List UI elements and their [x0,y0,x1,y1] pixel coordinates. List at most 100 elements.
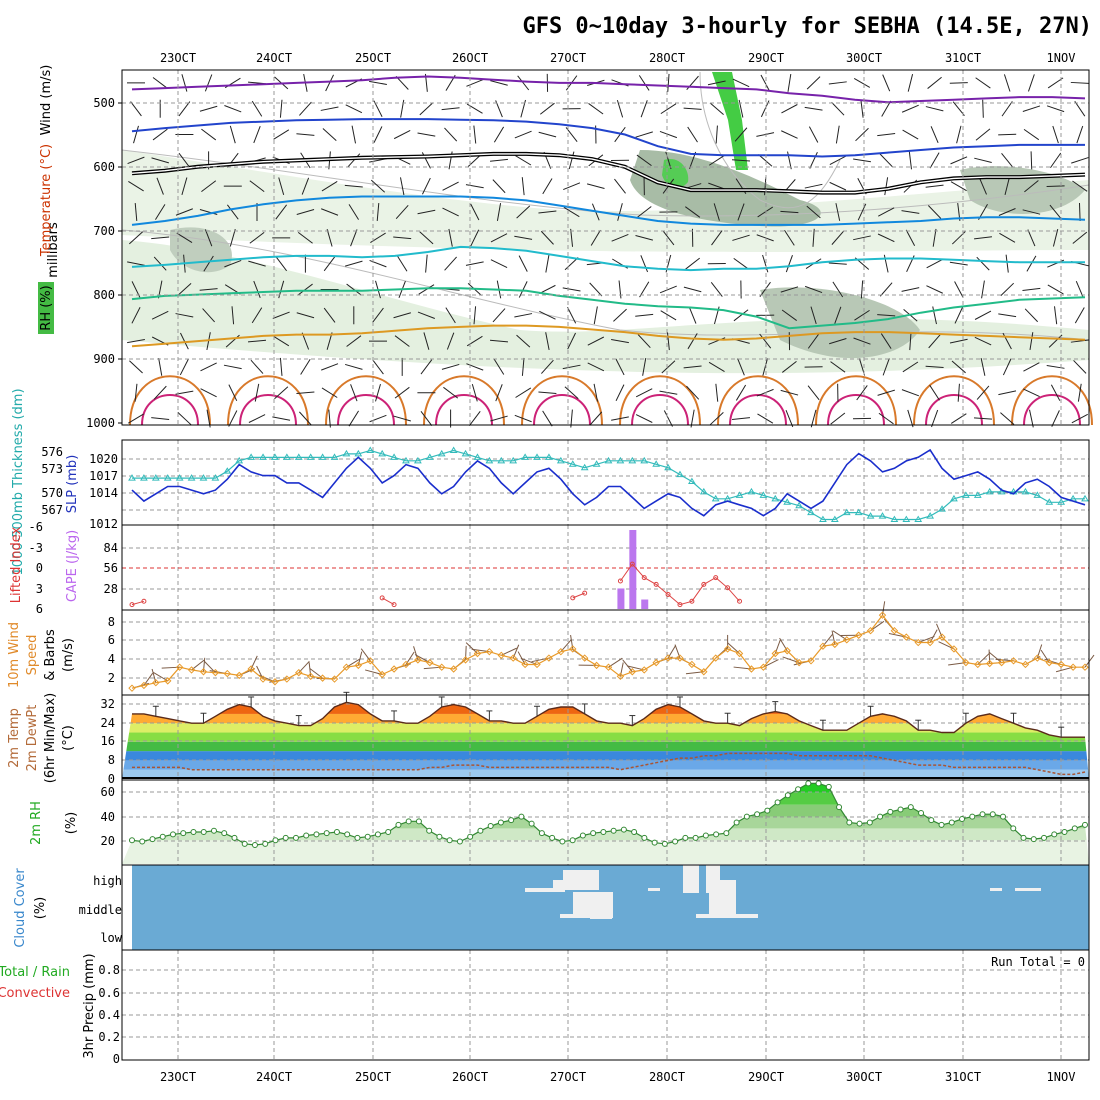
wind-barb [989,652,1002,664]
wind-barb [442,181,459,191]
rh-line [131,782,1086,846]
wind-barb [178,101,191,117]
wind-barb [345,260,363,267]
wind-barb [998,133,1017,136]
wind-barb [715,125,718,144]
cloud-block [590,905,612,919]
wind-barb [249,232,265,244]
thickness-marker [402,456,410,464]
wind-barb [446,332,455,350]
wind-barb [275,256,288,272]
wind-barb [974,336,992,346]
rh-marker [1071,825,1078,832]
rh-marker [446,837,453,844]
rh-marker [303,832,310,839]
top-date-labels: 23OCT 24OCT 25OCT 26OCT 27OCT 28OCT 29OCT 30OCT… [160,51,1076,65]
temp-band [122,741,1089,752]
wind-barb [757,206,774,218]
wind-barb [540,102,555,115]
rh-axis-label: RH (%) [39,285,54,330]
li-marker [629,561,635,567]
dewpoint-line [132,752,1086,776]
rh-marker [374,831,381,838]
wind-barb [732,234,750,241]
wind-speed-marker [819,642,827,650]
wind-barb [348,410,359,427]
wind-speed-marker [652,658,660,667]
wind-barb [518,281,528,298]
temp-bands [122,702,1089,779]
bottom-date-label: 27OCT [550,1070,586,1084]
wind-barb [832,630,848,641]
wind-barb [417,311,435,319]
rh-marker [600,828,607,835]
wind-barb [153,256,167,271]
wind-barb [998,208,1016,216]
wind-barb [1022,209,1041,215]
wind-barb [1024,180,1039,193]
rh-unit-label: (%) [64,812,79,835]
wind-barb [685,257,700,270]
precip-legend-convective: Convective [0,986,70,1001]
wind-barb [129,360,143,374]
wind-speed-marker [878,611,887,619]
li-tick-label: 0 [36,561,43,575]
wind-barb [344,184,363,188]
wind-barb [419,102,434,116]
wind-barb [153,385,167,400]
pressure-tick-label: 700 [93,224,115,238]
wind-barb [1070,339,1089,343]
slp-tick-label: 1014 [89,486,118,500]
wind-barb [809,151,818,169]
rh-marker [528,820,535,827]
li-marker [665,592,671,597]
wind-barb [659,130,678,139]
rh-marker [313,831,320,838]
thickness-marker [533,453,541,460]
wind-barb [853,77,871,88]
wind-barb [659,390,678,395]
wind-barb [929,152,940,169]
wind-barb [206,409,211,428]
precip-tick-label: 0.6 [98,986,120,1000]
rh-marker [743,813,750,820]
surface-temp-contour [913,375,995,426]
wind-barb [881,100,892,117]
rh-marker [518,813,525,820]
wind-barb [127,261,145,266]
rh-marker [200,828,207,835]
wind-barb [829,337,847,345]
bottom-date-label: 29OCT [748,1070,784,1084]
thickness-marker [199,474,208,481]
wind-barb [158,357,163,376]
wind-barb [422,177,431,195]
wind-barb [517,75,530,91]
wind-barb [1052,228,1059,247]
wind-barb [804,106,823,111]
temp-band [122,760,1089,770]
wind-barb [1073,360,1087,374]
wind-barb [272,311,290,319]
wind-barb [856,385,868,401]
wind-speed-marker [557,647,565,656]
wind-speed-marker [938,633,946,641]
wind-barb [1072,231,1088,244]
wind-speed-marker [974,660,982,669]
wind-barb [877,233,895,243]
wind-barb [542,410,553,427]
wind-barb [901,210,920,214]
rh-band [122,828,1089,841]
wind-barb [562,364,581,370]
rh-panel: 60 40 20 2m RH (%) [29,779,1090,866]
bottom-date-label: 31OCT [945,1070,981,1084]
wind-barb [420,411,433,427]
temp-contour-line [131,287,1086,330]
rh-band [122,792,1089,805]
rh-legend-swatch [38,282,54,334]
wind-barb [279,99,283,118]
wind-barb [538,210,557,214]
wind-barb [490,233,508,243]
thickness-marker [437,449,446,457]
wind-barb [687,333,698,350]
wind-speed-marker [843,636,851,644]
